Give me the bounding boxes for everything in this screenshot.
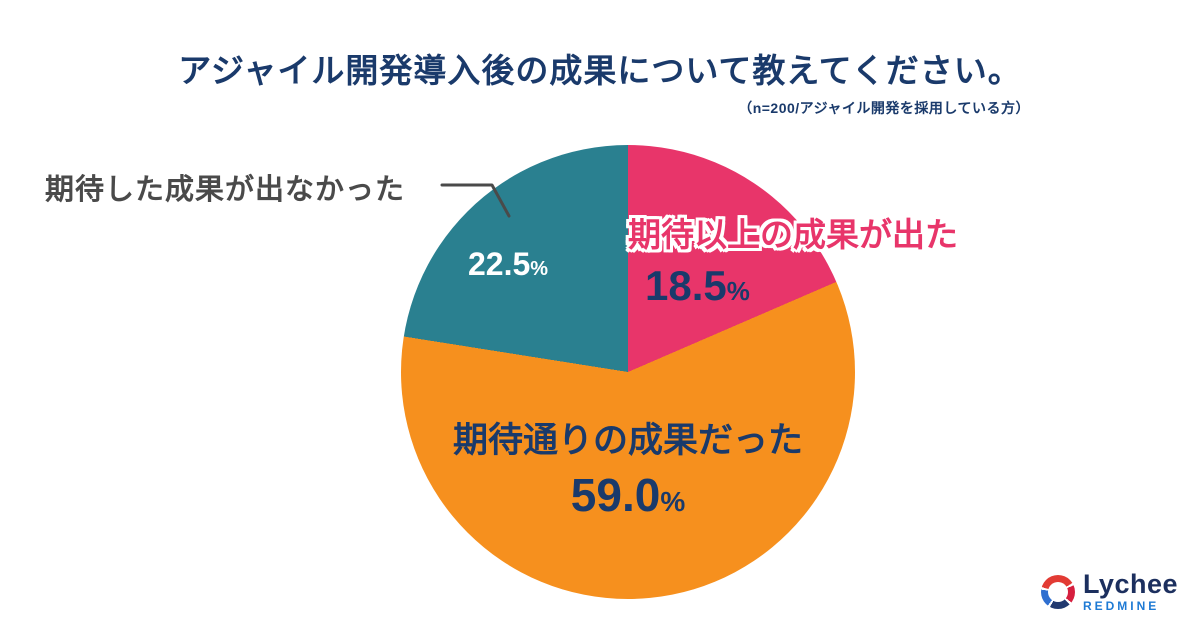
slice-label-not-met: 期待した成果が出なかった bbox=[45, 174, 406, 206]
percent-unit: % bbox=[530, 258, 549, 280]
percent-value: 59.0 bbox=[570, 469, 661, 521]
logo-subtitle: REDMINE bbox=[1082, 599, 1160, 613]
pie-chart bbox=[401, 145, 855, 599]
logo-name: Lychee bbox=[1082, 569, 1178, 599]
lychee-ring-icon bbox=[1040, 574, 1075, 609]
percent-unit: % bbox=[660, 486, 686, 517]
page-title: アジャイル開発導入後の成果について教えてください。 bbox=[178, 52, 1022, 89]
leader-line bbox=[440, 183, 511, 218]
slice-value-exceeded: 18.5% bbox=[645, 262, 750, 310]
slice-value-as-expected: 59.0% bbox=[401, 468, 855, 522]
percent-value: 18.5 bbox=[645, 262, 727, 309]
lychee-redmine-logo: Lychee REDMINE bbox=[1040, 569, 1178, 613]
survey-sample-note: （n=200/アジャイル開発を採用している方） bbox=[738, 100, 1030, 116]
percent-unit: % bbox=[726, 276, 750, 306]
logo-text: Lychee REDMINE bbox=[1082, 569, 1178, 613]
slice-label-exceeded: 期待以上の成果が出た bbox=[628, 216, 958, 253]
percent-value: 22.5 bbox=[468, 246, 531, 282]
slice-value-not-met: 22.5% bbox=[468, 246, 548, 283]
slice-label-as-expected: 期待通りの成果だった bbox=[452, 421, 803, 460]
